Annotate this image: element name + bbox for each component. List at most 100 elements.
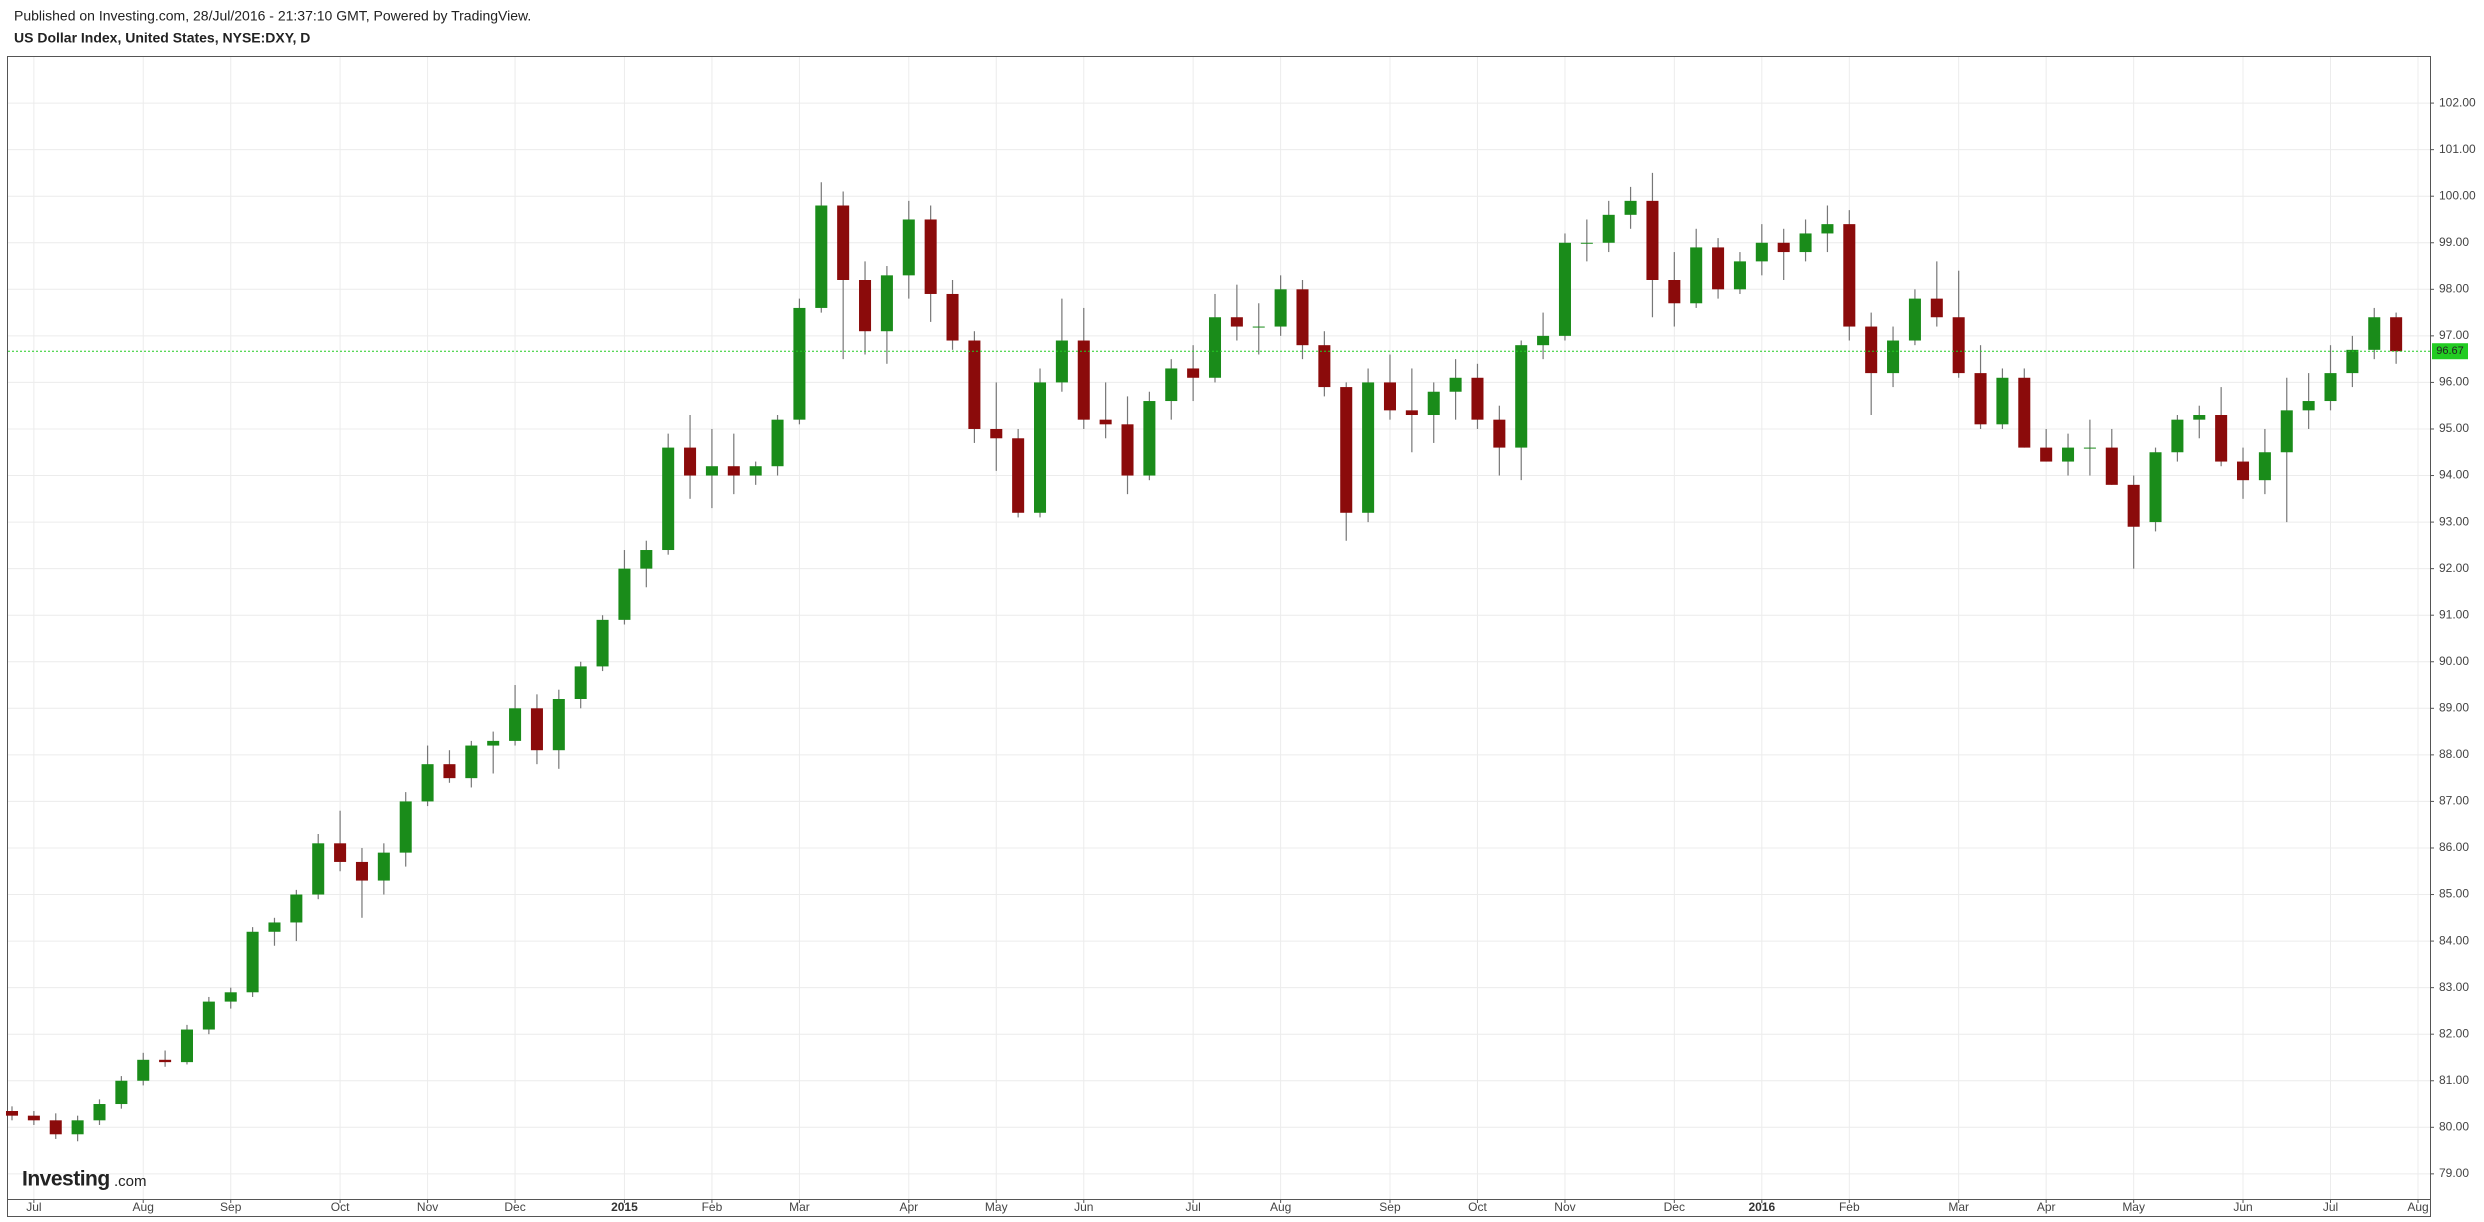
candle-body: [2280, 410, 2293, 453]
axes: 79.00 80.00 81.00 82.00 83.00 84.00 85.00 86.00…: [26, 95, 2476, 1214]
grid: [8, 57, 2430, 1199]
candle-body: [1930, 298, 1943, 318]
y-tick-label: 98.00: [2439, 281, 2469, 295]
x-tick-label: Oct: [331, 1200, 350, 1214]
candle-body: [1821, 224, 1834, 234]
logo-suffix: .com: [114, 1173, 147, 1190]
candle-body: [246, 931, 259, 993]
candle-body: [924, 219, 937, 294]
candle-body: [968, 340, 981, 429]
y-tick-label: 91.00: [2439, 607, 2469, 621]
candle-body: [5, 1111, 19, 1116]
candle-body: [334, 843, 347, 862]
candle-body: [902, 219, 915, 276]
candle-body: [1537, 335, 1550, 346]
candle-body: [1274, 289, 1287, 327]
x-tick-label: Aug: [133, 1200, 154, 1214]
x-tick-label: May: [985, 1200, 1008, 1214]
candle-body: [49, 1120, 62, 1135]
candle-body: [1055, 340, 1068, 383]
y-tick-label: 80.00: [2439, 1119, 2469, 1133]
y-tick-label: 92.00: [2439, 561, 2469, 575]
candle-body: [1777, 242, 1790, 253]
candle-body: [749, 466, 762, 476]
candles: [5, 172, 2430, 1142]
candle-body: [1143, 401, 1156, 476]
candle-body: [2302, 401, 2315, 411]
candle-body: [2258, 452, 2271, 481]
candle-body: [1012, 438, 1025, 513]
x-tick-label: Aug: [1270, 1200, 1291, 1214]
x-tick-label: Mar: [789, 1200, 810, 1214]
candle-body: [71, 1120, 84, 1135]
y-tick-label: 100.00: [2439, 188, 2476, 202]
candle-body: [399, 801, 412, 853]
candle-body: [990, 428, 1003, 439]
candle-body: [1952, 317, 1965, 374]
x-tick-label: Mar: [1948, 1200, 1969, 1214]
candle-body: [618, 568, 631, 620]
candle-body: [465, 745, 478, 779]
candle-body: [2390, 317, 2403, 352]
candle-body: [727, 466, 740, 476]
x-tick-label: Apr: [2037, 1200, 2056, 1214]
candle-body: [1865, 326, 1878, 374]
candle-body: [640, 550, 653, 569]
x-tick-label: 2015: [611, 1200, 638, 1214]
candle-body: [2040, 447, 2053, 462]
candle-body: [2083, 447, 2096, 449]
candle-body: [1362, 382, 1375, 513]
y-tick-label: 79.00: [2439, 1166, 2469, 1180]
candle-body: [2215, 415, 2228, 462]
x-tick-label: Feb: [702, 1200, 723, 1214]
candle-body: [137, 1059, 150, 1081]
x-tick-label: Apr: [899, 1200, 918, 1214]
candle-body: [1755, 242, 1768, 262]
chart-frame: [7, 56, 2431, 1217]
y-tick-label: 93.00: [2439, 514, 2469, 528]
y-tick-label: 81.00: [2439, 1073, 2469, 1087]
candle-body: [1799, 233, 1812, 253]
candle-body: [1383, 382, 1396, 411]
candle-body: [1712, 247, 1725, 290]
candle-body: [1580, 242, 1593, 244]
y-tick-label: 102.00: [2439, 95, 2476, 109]
candle-body: [684, 447, 697, 476]
candle-body: [202, 1001, 215, 1030]
candle-body: [1471, 377, 1484, 420]
candle-body: [2368, 317, 2381, 350]
y-tick-label: 89.00: [2439, 700, 2469, 714]
candle-body: [1908, 298, 1921, 341]
candle-body: [2062, 447, 2075, 462]
y-tick-label: 99.00: [2439, 235, 2469, 249]
published-note: Published on Investing.com, 28/Jul/2016 …: [14, 8, 531, 24]
current-price-box: [2432, 343, 2468, 360]
candle-body: [1121, 424, 1134, 476]
x-tick-label: Feb: [1839, 1200, 1860, 1214]
candle-body: [1208, 317, 1222, 378]
candle-body: [530, 708, 543, 751]
candle-body: [1077, 340, 1090, 420]
y-tick-label: 101.00: [2439, 142, 2476, 156]
candle-body: [421, 764, 434, 802]
candle-body: [159, 1059, 172, 1063]
y-tick-label: 85.00: [2439, 887, 2469, 901]
candle-body: [377, 852, 390, 881]
y-tick-label: 90.00: [2439, 654, 2469, 668]
candle-body: [93, 1104, 106, 1121]
candle-body: [487, 740, 500, 746]
candle-body: [1733, 261, 1746, 290]
y-tick-label: 97.00: [2439, 328, 2469, 342]
x-tick-label: Nov: [1554, 1200, 1575, 1214]
candle-body: [1099, 419, 1112, 425]
candle-body: [2324, 373, 2337, 402]
candle-body: [1187, 368, 1200, 378]
candle-body: [1887, 340, 1900, 374]
candle-body: [2127, 484, 2140, 527]
candle-body: [1296, 289, 1309, 346]
x-tick-label: Dec: [504, 1200, 525, 1214]
candle-body: [2018, 377, 2031, 448]
x-tick-label: Jul: [26, 1200, 41, 1214]
